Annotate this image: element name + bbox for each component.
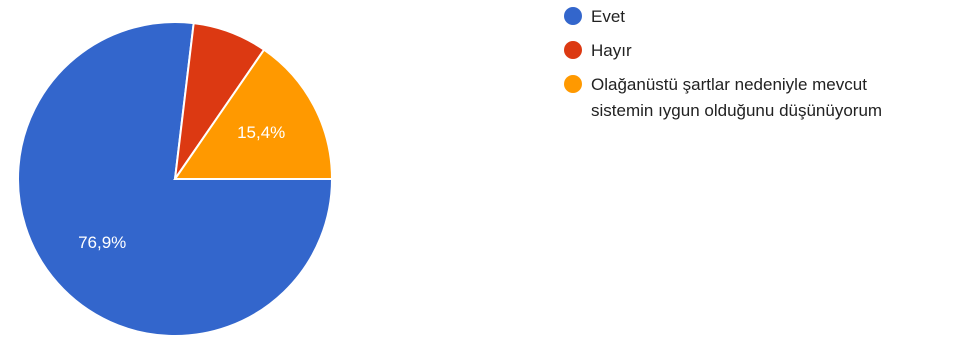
legend-item-olaganustu: Olağanüstü şartlar nedeniyle mevcut sist… (564, 72, 964, 124)
legend-swatch-evet (564, 7, 582, 25)
slice-olaganustu (173, 48, 334, 180)
legend-item-evet: Evet (564, 4, 964, 30)
slice-label-olaganustu: 15,4% (237, 123, 285, 142)
legend-item-hayir: Hayır (564, 38, 964, 64)
legend-label-evet: Evet (591, 7, 626, 26)
legend-swatch-hayir (564, 41, 582, 59)
legend: Evet Hayır Olağanüstü şartlar nedeniyle … (564, 4, 964, 132)
slice-evet (17, 21, 334, 337)
legend-label-olaganustu: Olağanüstü şartlar nedeniyle mevcut sist… (591, 75, 883, 120)
slice-label-evet: 76,9% (78, 233, 126, 252)
legend-swatch-olaganustu (564, 75, 582, 93)
pie-chart: 76,9% 15,4% (17, 21, 334, 337)
legend-label-hayir: Hayır (591, 41, 632, 60)
